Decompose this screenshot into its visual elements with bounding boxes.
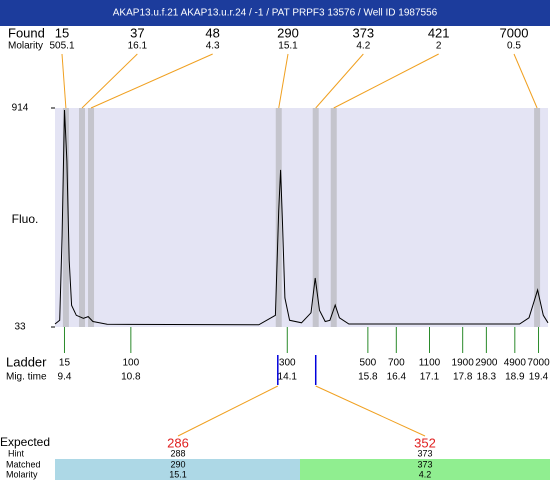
left-panel bbox=[55, 459, 300, 480]
ladder-time: 10.8 bbox=[121, 372, 141, 383]
ladder-size: 4900 bbox=[504, 358, 527, 369]
expected-value: 286 bbox=[167, 435, 189, 450]
title-bar bbox=[0, 0, 550, 26]
found-size: 373 bbox=[352, 25, 374, 40]
found-molarity: 0.5 bbox=[507, 41, 521, 52]
found-size: 15 bbox=[55, 25, 69, 40]
ladder-time: 18.9 bbox=[505, 372, 525, 383]
plot-area bbox=[55, 108, 548, 327]
ladder-size: 500 bbox=[360, 358, 377, 369]
found-size: 37 bbox=[130, 25, 144, 40]
peak-connector bbox=[315, 53, 364, 109]
matched-value: 290 bbox=[170, 459, 185, 469]
expected-value: 352 bbox=[414, 435, 436, 450]
peak-connector bbox=[513, 53, 538, 109]
peak-band bbox=[312, 108, 319, 327]
peak-band bbox=[534, 108, 541, 327]
peak-band bbox=[330, 108, 337, 327]
peak-connector bbox=[81, 53, 138, 109]
peak-connector bbox=[278, 53, 289, 109]
hint-label: Hint bbox=[8, 448, 25, 458]
mig-time-label: Mig. time bbox=[6, 372, 47, 383]
ladder-time: 17.1 bbox=[420, 372, 440, 383]
peak-connector bbox=[333, 53, 439, 109]
ladder-time: 18.3 bbox=[477, 372, 497, 383]
ladder-time: 17.8 bbox=[453, 372, 473, 383]
found-molarity: 2 bbox=[436, 41, 442, 52]
ladder-label: Ladder bbox=[6, 354, 47, 369]
ladder-size: 1100 bbox=[419, 358, 441, 369]
ladder-time: 9.4 bbox=[58, 372, 72, 383]
ladder-size: 2900 bbox=[475, 358, 498, 369]
found-molarity: 16.1 bbox=[128, 41, 148, 52]
ladder-size: 7000 bbox=[527, 358, 550, 369]
right-panel bbox=[300, 459, 550, 480]
ladder-time: 19.4 bbox=[529, 372, 549, 383]
expected-connector bbox=[315, 385, 426, 437]
molarity-value: 15.1 bbox=[169, 469, 187, 479]
ladder-size: 15 bbox=[59, 358, 71, 369]
expected-molarity-label: Molarity bbox=[6, 469, 38, 479]
peak-band bbox=[88, 108, 95, 327]
ladder-time: 16.4 bbox=[387, 372, 407, 383]
y-label: Fluo. bbox=[12, 212, 39, 226]
hint-value: 288 bbox=[170, 448, 185, 458]
expected-label: Expected bbox=[0, 435, 50, 449]
peak-band bbox=[79, 108, 86, 327]
expected-connector bbox=[177, 385, 279, 437]
ladder-size: 1900 bbox=[452, 358, 475, 369]
peak-connector bbox=[90, 53, 213, 109]
molarity-value: 4.2 bbox=[419, 469, 432, 479]
found-size: 7000 bbox=[500, 25, 529, 40]
found-size: 421 bbox=[428, 25, 450, 40]
peak-band bbox=[62, 108, 69, 327]
ladder-size: 300 bbox=[279, 358, 296, 369]
matched-label: Matched bbox=[6, 459, 41, 469]
found-molarity: 4.3 bbox=[206, 41, 220, 52]
found-molarity: 505.1 bbox=[49, 41, 74, 52]
ladder-time: 15.8 bbox=[358, 372, 378, 383]
found-molarity: 15.1 bbox=[278, 41, 298, 52]
found-size: 290 bbox=[277, 25, 299, 40]
hint-value: 373 bbox=[417, 448, 432, 458]
title: AKAP13.u.f.21 AKAP13.u.r.24 / -1 / PAT P… bbox=[113, 8, 438, 19]
found-size: 48 bbox=[205, 25, 219, 40]
found-molarity: 4.2 bbox=[356, 41, 370, 52]
molarity-label: Molarity bbox=[8, 41, 43, 52]
found-label: Found bbox=[8, 25, 45, 40]
y-tick-label: 914 bbox=[12, 103, 29, 114]
matched-value: 373 bbox=[417, 459, 432, 469]
ladder-time: 14.1 bbox=[278, 372, 298, 383]
ladder-size: 100 bbox=[123, 358, 140, 369]
ladder-size: 700 bbox=[388, 358, 405, 369]
y-tick-label: 33 bbox=[14, 322, 26, 333]
peak-connector bbox=[61, 53, 67, 109]
trace bbox=[54, 109, 549, 326]
